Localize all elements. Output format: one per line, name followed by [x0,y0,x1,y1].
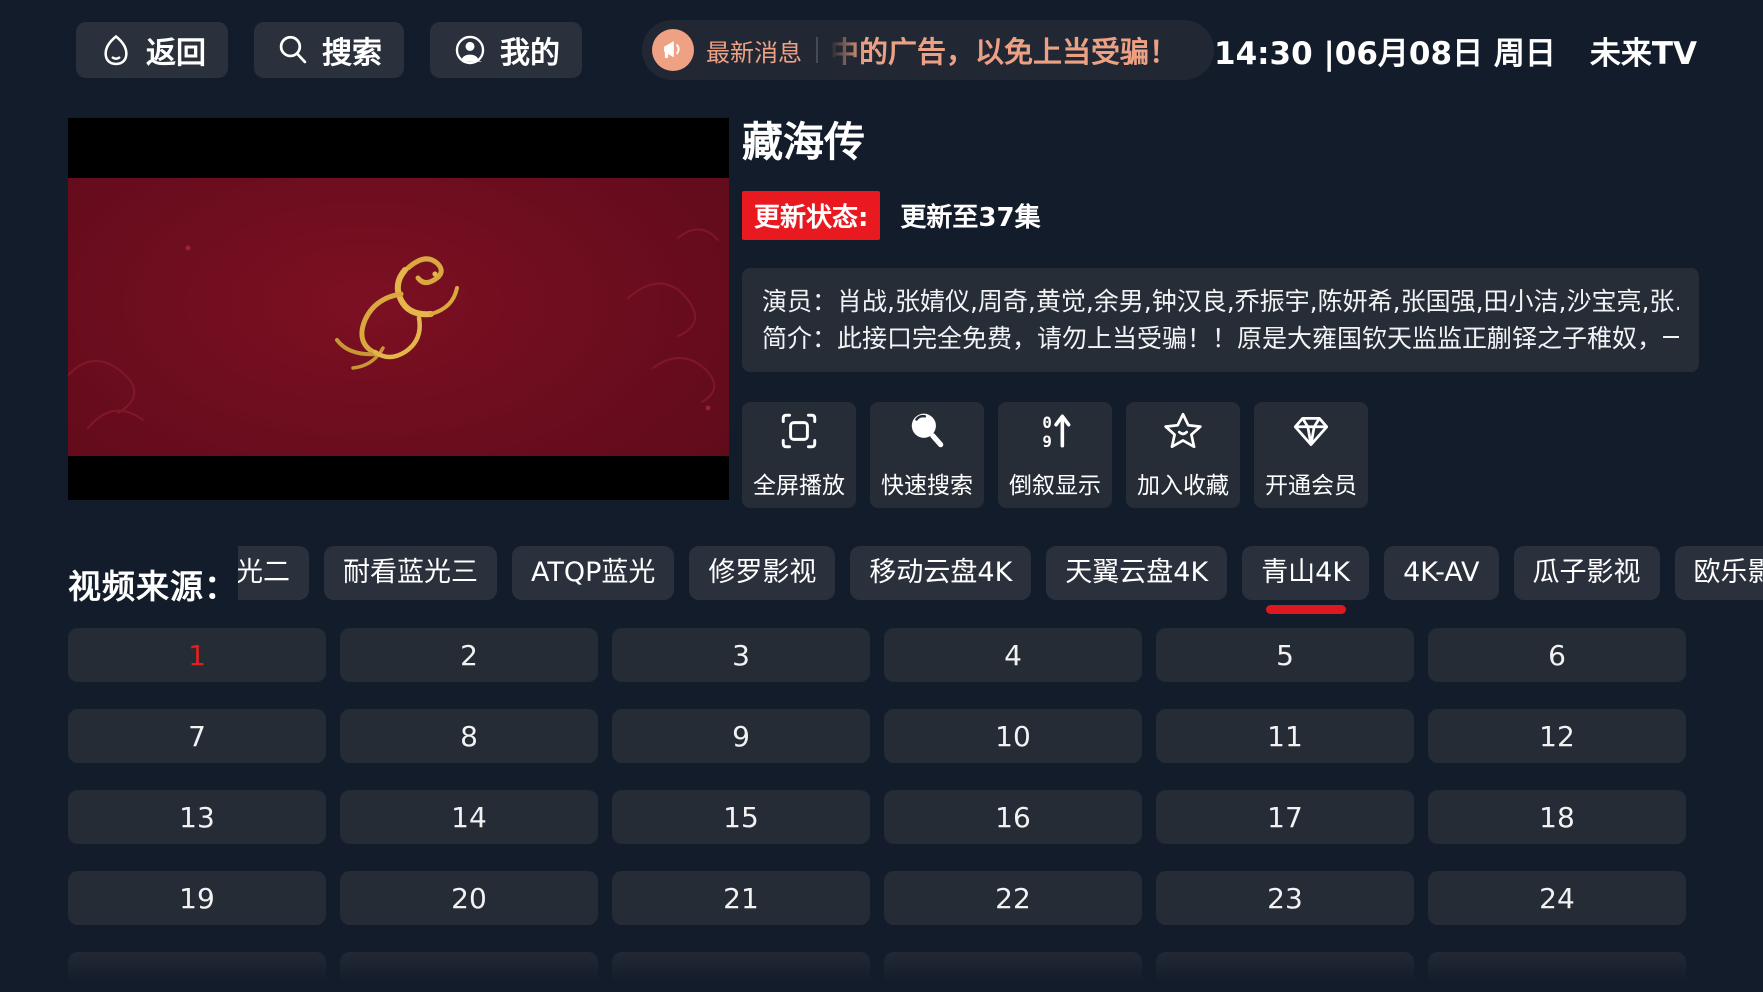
fullscreen-icon [778,410,820,456]
episode-button[interactable]: 22 [884,871,1142,925]
user-icon [452,32,488,68]
source-tab[interactable]: 欧乐影院 [1674,546,1763,600]
video-frame [68,178,729,456]
episode-button[interactable]: 17 [1156,790,1414,844]
brand-logo: 未来TV [1589,35,1698,72]
source-tab[interactable]: ATQP蓝光 [512,546,675,600]
mine-label: 我的 [500,36,560,71]
source-row: 视频来源： 光二 耐看蓝光三 ATQP蓝光 修罗影视 移动云盘4K 天翼云盘4K… [68,546,1763,622]
search-icon [276,33,310,67]
vip-gem-icon [1290,410,1332,456]
action-label: 全屏播放 [753,473,845,500]
notice-marquee: 中的广告，以免上当受骗！ [830,35,1179,69]
episode-button-partial[interactable] [884,952,1142,992]
search-label: 搜索 [322,36,382,71]
source-tabs: 光二 耐看蓝光三 ATQP蓝光 修罗影视 移动云盘4K 天翼云盘4K 青山4K … [238,546,1763,622]
intro-line: 简介：此接口完全免费，请勿上当受骗！！原是大雍国钦天监监正蒯铎之子稚奴，一… [762,324,1679,354]
back-label: 返回 [146,36,206,71]
notice-label: 最新消息 [706,38,802,67]
clock-date: 14:30 |06月08日 周日 [1214,35,1556,72]
svg-text:0: 0 [1042,413,1051,432]
source-tab[interactable]: 修罗影视 [689,546,836,600]
episode-button[interactable]: 5 [1156,628,1414,682]
episode-button-partial[interactable] [612,952,870,992]
add-favorite-button[interactable]: 加入收藏 [1126,402,1240,509]
source-tab[interactable]: 天翼云盘4K [1046,546,1228,600]
open-vip-button[interactable]: 开通会员 [1254,402,1368,509]
episode-button[interactable]: 9 [612,709,870,763]
action-label: 开通会员 [1265,473,1357,500]
detail-panel: 藏海传 更新状态: 更新至37集 演员：肖战,张婧仪,周奇,黄觉,余男,钟汉良,… [742,118,1699,509]
description-box[interactable]: 演员：肖战,张婧仪,周奇,黄觉,余男,钟汉良,乔振宇,陈妍希,张国强,田小洁,沙… [742,268,1699,373]
quick-search-button[interactable]: 快速搜索 [870,402,984,509]
episode-button[interactable]: 20 [340,871,598,925]
episode-button[interactable]: 10 [884,709,1142,763]
episode-button[interactable]: 16 [884,790,1142,844]
source-tab[interactable]: 耐看蓝光三 [324,546,497,600]
episode-button[interactable]: 24 [1428,871,1686,925]
episode-button[interactable]: 6 [1428,628,1686,682]
fullscreen-play-button[interactable]: 全屏播放 [742,402,856,509]
back-button[interactable]: 返回 [76,22,228,78]
episode-button-partial[interactable] [68,952,326,992]
quick-search-icon [906,410,948,456]
megaphone-icon [652,29,694,71]
status-text: 更新至37集 [900,203,1041,234]
episode-button-partial[interactable] [1428,952,1686,992]
search-button[interactable]: 搜索 [254,22,404,78]
episode-button[interactable]: 11 [1156,709,1414,763]
source-tab[interactable]: 瓜子影视 [1513,546,1660,600]
page-title: 藏海传 [742,118,865,166]
episode-button[interactable]: 19 [68,871,326,925]
episode-button[interactable]: 14 [340,790,598,844]
episode-button[interactable]: 21 [612,871,870,925]
video-player[interactable] [68,118,729,500]
action-label: 加入收藏 [1137,473,1229,500]
episode-button[interactable]: 7 [68,709,326,763]
source-tab-selected[interactable]: 青山4K [1242,546,1370,600]
episode-button[interactable]: 12 [1428,709,1686,763]
status-row: 更新状态: 更新至37集 [742,191,1699,241]
status-badge: 更新状态: [742,191,881,241]
action-label: 倒叙显示 [1009,473,1101,500]
episode-grid: 1 2 3 4 5 6 7 8 9 10 11 12 13 14 15 16 1… [68,628,1686,992]
source-tab[interactable]: 移动云盘4K [850,546,1032,600]
episode-button[interactable]: 8 [340,709,598,763]
top-bar: 返回 搜索 我的 [0,0,1763,100]
episode-button-partial[interactable] [340,952,598,992]
episode-button[interactable]: 18 [1428,790,1686,844]
svg-text:9: 9 [1042,432,1051,451]
star-icon [1162,410,1204,456]
episode-button-selected[interactable]: 1 [68,628,326,682]
notice-banner[interactable]: 最新消息 中的广告，以免上当受骗！ [642,20,1214,80]
sort-reverse-icon: 0 9 [1034,410,1076,456]
cast-line: 演员：肖战,张婧仪,周奇,黄觉,余男,钟汉良,乔振宇,陈妍希,张国强,田小洁,沙… [762,287,1679,317]
episode-button[interactable]: 4 [884,628,1142,682]
episode-button[interactable]: 13 [68,790,326,844]
action-label: 快速搜索 [881,473,973,500]
source-tab[interactable]: 光二 [238,546,309,600]
episode-button[interactable]: 3 [612,628,870,682]
episode-button[interactable]: 15 [612,790,870,844]
cloud-decoration [68,228,719,429]
mine-button[interactable]: 我的 [430,22,582,78]
home-icon [98,32,134,68]
source-tab[interactable]: 4K-AV [1384,546,1499,600]
reverse-order-button[interactable]: 0 9 倒叙显示 [998,402,1112,509]
action-buttons: 全屏播放 快速搜索 0 9 [742,402,1699,509]
episode-button[interactable]: 23 [1156,871,1414,925]
source-label: 视频来源： [68,567,238,606]
episode-button[interactable]: 2 [340,628,598,682]
episode-button-partial[interactable] [1156,952,1414,992]
notice-divider [816,37,818,63]
